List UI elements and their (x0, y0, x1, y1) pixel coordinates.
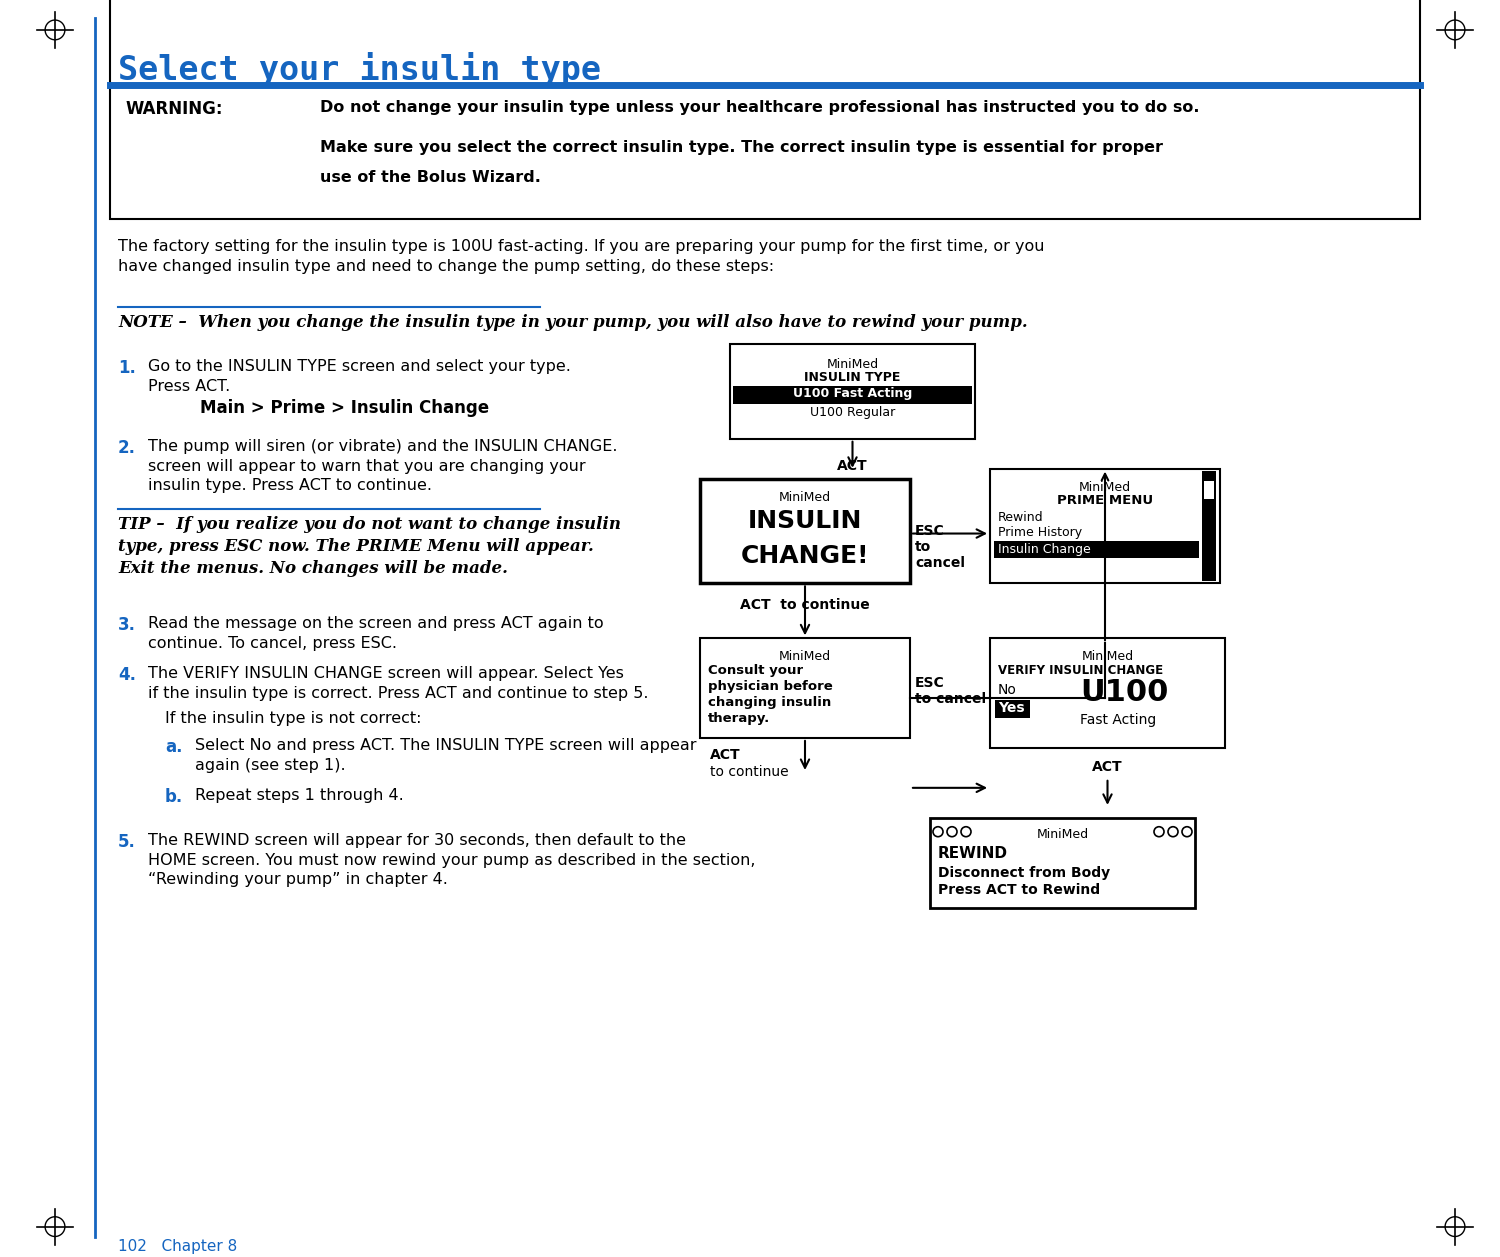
FancyBboxPatch shape (1202, 470, 1216, 582)
Text: MiniMed: MiniMed (1082, 650, 1134, 664)
Text: ACT: ACT (1092, 760, 1124, 774)
Text: Insulin Change: Insulin Change (998, 543, 1090, 556)
Text: Go to the INSULIN TYPE screen and select your type.
Press ACT.: Go to the INSULIN TYPE screen and select… (148, 360, 572, 393)
Text: 2.: 2. (118, 439, 136, 456)
Text: ESC
to cancel: ESC to cancel (915, 676, 986, 706)
FancyBboxPatch shape (1204, 480, 1214, 499)
Text: MiniMed: MiniMed (827, 358, 879, 371)
Text: Repeat steps 1 through 4.: Repeat steps 1 through 4. (195, 788, 404, 803)
FancyBboxPatch shape (700, 639, 910, 738)
Text: Press ACT to Rewind: Press ACT to Rewind (938, 882, 1100, 896)
Text: 1.: 1. (118, 360, 136, 377)
Text: ACT  to continue: ACT to continue (740, 598, 870, 612)
Text: Make sure you select the correct insulin type. The correct insulin type is essen: Make sure you select the correct insulin… (320, 140, 1162, 155)
Text: Yes: Yes (998, 701, 1024, 715)
Text: to continue: to continue (710, 766, 789, 779)
Text: The REWIND screen will appear for 30 seconds, then default to the
HOME screen. Y: The REWIND screen will appear for 30 sec… (148, 832, 756, 887)
Text: Consult your: Consult your (708, 664, 803, 678)
FancyBboxPatch shape (700, 479, 910, 583)
Text: Prime History: Prime History (998, 525, 1082, 538)
Text: ACT: ACT (710, 748, 741, 762)
Text: MiniMed: MiniMed (778, 650, 831, 664)
Text: U100: U100 (1080, 678, 1168, 708)
Text: Disconnect from Body: Disconnect from Body (938, 866, 1110, 880)
FancyBboxPatch shape (990, 469, 1219, 583)
Text: MiniMed: MiniMed (1078, 480, 1131, 494)
Text: Select your insulin type: Select your insulin type (118, 52, 602, 87)
Text: Select No and press ACT. The INSULIN TYPE screen will appear
again (see step 1).: Select No and press ACT. The INSULIN TYP… (195, 738, 696, 773)
Text: Main > Prime > Insulin Change: Main > Prime > Insulin Change (200, 398, 489, 417)
FancyBboxPatch shape (994, 700, 1030, 718)
Text: VERIFY INSULIN CHANGE: VERIFY INSULIN CHANGE (998, 664, 1162, 678)
FancyBboxPatch shape (930, 818, 1196, 908)
Text: TIP –  If you realize you do not want to change insulin
type, press ESC now. The: TIP – If you realize you do not want to … (118, 515, 621, 577)
FancyBboxPatch shape (730, 344, 975, 439)
FancyBboxPatch shape (110, 0, 1420, 87)
Text: U100 Fast Acting: U100 Fast Acting (794, 387, 912, 400)
Text: Fast Acting: Fast Acting (1080, 713, 1156, 727)
Text: MiniMed: MiniMed (1036, 827, 1089, 841)
Text: changing insulin: changing insulin (708, 696, 831, 709)
Text: 5.: 5. (118, 832, 136, 851)
Text: INSULIN TYPE: INSULIN TYPE (804, 371, 900, 383)
Text: use of the Bolus Wizard.: use of the Bolus Wizard. (320, 170, 542, 185)
Text: No: No (998, 683, 1017, 698)
Text: ESC
to
cancel: ESC to cancel (915, 524, 964, 569)
Text: a.: a. (165, 738, 183, 755)
FancyBboxPatch shape (110, 84, 1420, 220)
Text: WARNING:: WARNING: (124, 99, 222, 118)
Text: Do not change your insulin type unless your healthcare professional has instruct: Do not change your insulin type unless y… (320, 99, 1200, 114)
Text: The VERIFY INSULIN CHANGE screen will appear. Select Yes
if the insulin type is : The VERIFY INSULIN CHANGE screen will ap… (148, 666, 648, 701)
Text: INSULIN: INSULIN (748, 509, 862, 533)
Text: physician before: physician before (708, 680, 833, 693)
Text: REWIND: REWIND (938, 846, 1008, 861)
Text: NOTE –  When you change the insulin type in your pump, you will also have to rew: NOTE – When you change the insulin type … (118, 314, 1028, 331)
Text: The factory setting for the insulin type is 100U fast-acting. If you are prepari: The factory setting for the insulin type… (118, 239, 1044, 274)
Text: Read the message on the screen and press ACT again to
continue. To cancel, press: Read the message on the screen and press… (148, 616, 603, 651)
Text: The pump will siren (or vibrate) and the INSULIN CHANGE.
screen will appear to w: The pump will siren (or vibrate) and the… (148, 439, 618, 494)
Text: 102   Chapter 8: 102 Chapter 8 (118, 1238, 237, 1253)
Text: PRIME MENU: PRIME MENU (1058, 494, 1154, 507)
FancyBboxPatch shape (994, 541, 1198, 558)
Text: If the insulin type is not correct:: If the insulin type is not correct: (165, 711, 422, 727)
Text: U100 Regular: U100 Regular (810, 406, 895, 419)
Text: therapy.: therapy. (708, 711, 771, 725)
Text: 3.: 3. (118, 616, 136, 635)
Text: MiniMed: MiniMed (778, 490, 831, 504)
FancyBboxPatch shape (990, 639, 1226, 748)
Text: b.: b. (165, 788, 183, 806)
Text: ACT: ACT (837, 459, 868, 473)
Text: Rewind: Rewind (998, 510, 1044, 524)
FancyBboxPatch shape (734, 386, 972, 403)
Text: 4.: 4. (118, 666, 136, 684)
Text: CHANGE!: CHANGE! (741, 543, 870, 567)
